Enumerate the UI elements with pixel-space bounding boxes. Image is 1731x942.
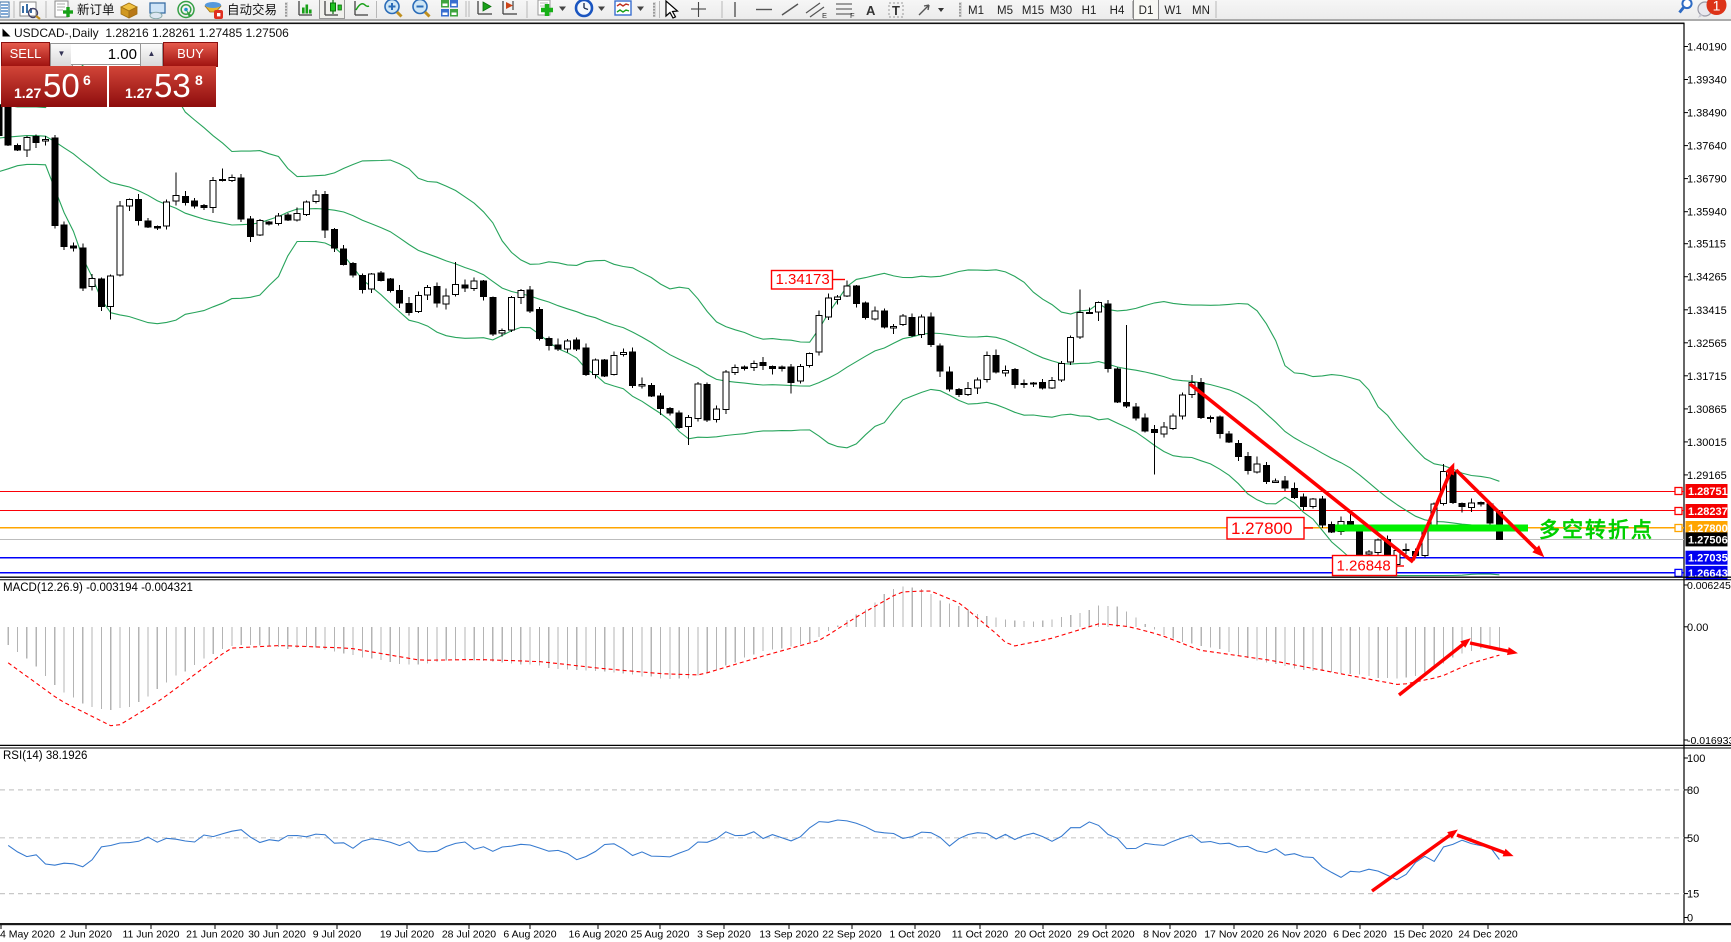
svg-text:W1: W1	[1164, 5, 1181, 17]
svg-text:1.28751: 1.28751	[1688, 486, 1728, 498]
svg-text:1.30865: 1.30865	[1687, 404, 1727, 416]
svg-text:8 Nov 2020: 8 Nov 2020	[1143, 929, 1197, 941]
svg-text:1.32565: 1.32565	[1687, 338, 1727, 350]
svg-text:21 Jun 2020: 21 Jun 2020	[186, 929, 244, 941]
svg-text:1.31715: 1.31715	[1687, 371, 1727, 383]
svg-text:1.35115: 1.35115	[1687, 239, 1726, 251]
svg-text:MACD(12.26.9) -0.003194 -0.004: MACD(12.26.9) -0.003194 -0.004321	[3, 582, 193, 594]
svg-text:自动交易: 自动交易	[227, 2, 277, 17]
svg-text:F: F	[850, 11, 855, 20]
svg-text:0: 0	[1687, 913, 1693, 925]
svg-text:1.27506: 1.27506	[1688, 534, 1728, 546]
svg-text:11 Oct 2020: 11 Oct 2020	[952, 929, 1009, 941]
svg-text:25 Aug 2020: 25 Aug 2020	[631, 929, 690, 941]
svg-text:6 Dec 2020: 6 Dec 2020	[1333, 929, 1387, 941]
svg-text:1.26643: 1.26643	[1688, 568, 1728, 580]
svg-text:28 Jul 2020: 28 Jul 2020	[442, 929, 496, 941]
svg-text:1.33415: 1.33415	[1687, 305, 1727, 317]
svg-text:0.006245: 0.006245	[1687, 580, 1731, 592]
svg-text:E: E	[822, 11, 827, 20]
svg-text:D1: D1	[1139, 5, 1154, 17]
svg-text:1.39340: 1.39340	[1687, 75, 1727, 87]
svg-text:26 Nov 2020: 26 Nov 2020	[1267, 929, 1327, 941]
svg-text:M15: M15	[1022, 5, 1044, 17]
svg-text:13 Sep 2020: 13 Sep 2020	[759, 929, 819, 941]
svg-text:M1: M1	[968, 5, 984, 17]
svg-text:19 Jul 2020: 19 Jul 2020	[380, 929, 434, 941]
svg-text:17 Nov 2020: 17 Nov 2020	[1204, 929, 1264, 941]
svg-text:A: A	[866, 3, 876, 18]
svg-text:1.34265: 1.34265	[1687, 272, 1727, 284]
svg-text:0.00: 0.00	[1687, 622, 1708, 634]
svg-text:1.36790: 1.36790	[1687, 174, 1727, 186]
svg-text:1.38490: 1.38490	[1687, 108, 1727, 120]
svg-text:11 Jun 2020: 11 Jun 2020	[122, 929, 179, 941]
svg-text:1.26848: 1.26848	[1337, 558, 1391, 575]
svg-text:-0.016933: -0.016933	[1687, 735, 1731, 747]
svg-text:1.35940: 1.35940	[1687, 207, 1727, 219]
svg-text:100: 100	[1687, 753, 1705, 765]
svg-text:1 Oct 2020: 1 Oct 2020	[889, 929, 941, 941]
svg-text:USDCAD-,Daily 1.28216 1.28261: USDCAD-,Daily 1.28216 1.28261 1.27485 1.…	[14, 26, 289, 40]
svg-text:1.27800: 1.27800	[1688, 523, 1728, 535]
svg-text:1.29165: 1.29165	[1687, 470, 1727, 482]
svg-text:20 Oct 2020: 20 Oct 2020	[1014, 929, 1071, 941]
svg-text:1.34173: 1.34173	[776, 271, 830, 288]
svg-text:30 Jun 2020: 30 Jun 2020	[248, 929, 306, 941]
svg-text:RSI(14) 38.1926: RSI(14) 38.1926	[3, 750, 87, 762]
svg-text:16 Aug 2020: 16 Aug 2020	[569, 929, 628, 941]
svg-text:1.37640: 1.37640	[1687, 141, 1727, 153]
svg-text:9 Jul 2020: 9 Jul 2020	[313, 929, 362, 941]
svg-text:3 Sep 2020: 3 Sep 2020	[697, 929, 751, 941]
svg-text:M30: M30	[1050, 5, 1072, 17]
svg-text:24 Dec 2020: 24 Dec 2020	[1458, 929, 1518, 941]
svg-text:1.27035: 1.27035	[1688, 553, 1728, 565]
svg-text:1: 1	[1713, 0, 1721, 14]
svg-text:多空转折点: 多空转折点	[1539, 518, 1654, 542]
svg-text:1.27800: 1.27800	[1231, 519, 1292, 538]
svg-text:29 Oct 2020: 29 Oct 2020	[1077, 929, 1134, 941]
svg-text:新订单: 新订单	[77, 2, 115, 17]
svg-text:M5: M5	[997, 5, 1013, 17]
svg-text:2 Jun 2020: 2 Jun 2020	[60, 929, 112, 941]
svg-text:80: 80	[1687, 785, 1699, 797]
svg-text:1.30015: 1.30015	[1687, 437, 1727, 449]
svg-text:1.40190: 1.40190	[1687, 42, 1727, 54]
svg-text:22 Sep 2020: 22 Sep 2020	[822, 929, 882, 941]
svg-text:4 May 2020: 4 May 2020	[0, 929, 55, 941]
svg-text:50: 50	[1687, 833, 1699, 845]
svg-text:MN: MN	[1192, 5, 1210, 17]
svg-text:6 Aug 2020: 6 Aug 2020	[503, 929, 556, 941]
svg-text:H1: H1	[1082, 5, 1097, 17]
svg-text:15: 15	[1687, 889, 1699, 901]
svg-text:15 Dec 2020: 15 Dec 2020	[1393, 929, 1453, 941]
svg-text:H4: H4	[1110, 5, 1125, 17]
svg-text:T: T	[892, 3, 900, 18]
svg-text:1.28237: 1.28237	[1688, 506, 1728, 518]
